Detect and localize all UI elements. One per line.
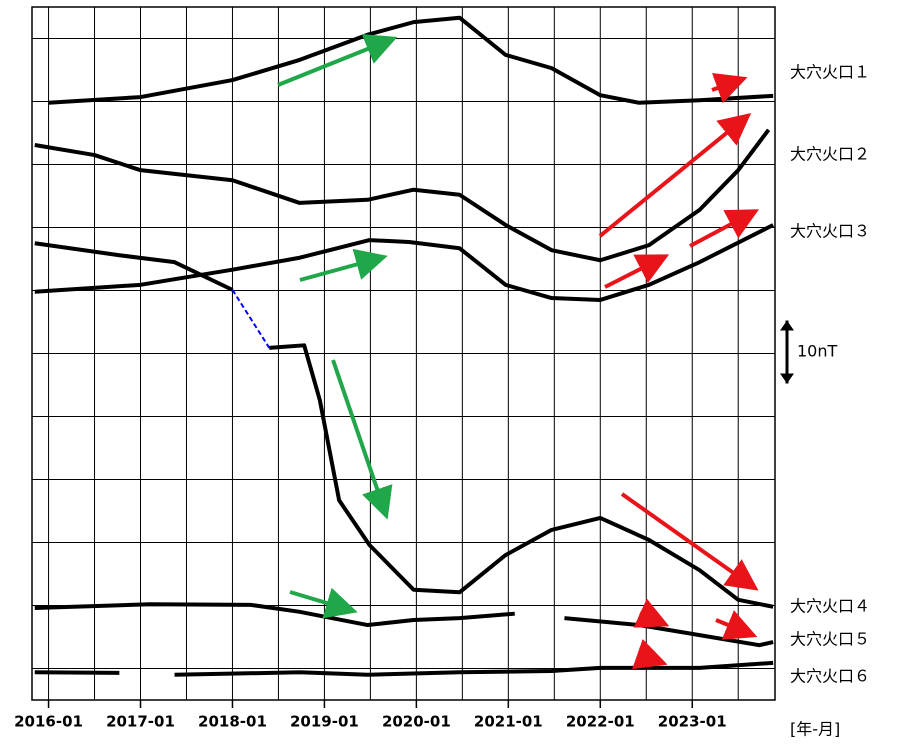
series-line — [34, 670, 120, 675]
series-line — [564, 616, 774, 648]
series-line — [34, 241, 234, 292]
x-tick-label: 2022-01 — [566, 713, 635, 731]
arrow — [633, 598, 670, 628]
gap-bridge — [231, 289, 271, 349]
series-label: 大穴火口４ — [790, 597, 870, 616]
arrow — [598, 112, 752, 238]
series-group — [34, 15, 775, 677]
x-tick-label: 2016-01 — [14, 713, 83, 731]
x-tick-label: 2020-01 — [382, 713, 451, 731]
plot-frame — [31, 6, 776, 701]
series-line — [48, 15, 774, 105]
arrow — [331, 359, 393, 520]
series-label: 大穴火口２ — [790, 145, 870, 164]
grid: 2016-01 2017-01 2018-01 2019-01 2020-01 2021-… — [14, 7, 775, 731]
x-tick-label: 2019-01 — [290, 713, 359, 731]
x-tick-label: 2017-01 — [106, 713, 175, 731]
x-axis-label: [年-月] — [790, 720, 840, 739]
series-label: 大穴火口６ — [790, 667, 870, 686]
scale-label: 10nT — [797, 342, 838, 361]
series-line — [34, 223, 775, 302]
x-tick-label: 2018-01 — [198, 713, 267, 731]
arrow — [632, 638, 668, 670]
series-label: 大穴火口５ — [790, 630, 870, 649]
series-line — [174, 660, 774, 677]
x-tick-label: 2023-01 — [658, 713, 727, 731]
arrow — [289, 587, 358, 619]
arrow — [299, 248, 388, 282]
arrow — [711, 73, 748, 104]
arrow — [689, 209, 760, 248]
series-line — [269, 343, 774, 609]
arrow — [620, 492, 759, 591]
arrow — [604, 254, 670, 289]
arrow — [277, 34, 398, 87]
x-tick-label: 2021-01 — [474, 713, 543, 731]
series-label: 大穴火口１ — [790, 63, 870, 82]
series-line — [34, 128, 771, 263]
series-line — [34, 602, 515, 628]
annotation-arrows — [277, 34, 760, 670]
arrow — [715, 610, 758, 640]
series-label: 大穴火口３ — [790, 222, 870, 241]
